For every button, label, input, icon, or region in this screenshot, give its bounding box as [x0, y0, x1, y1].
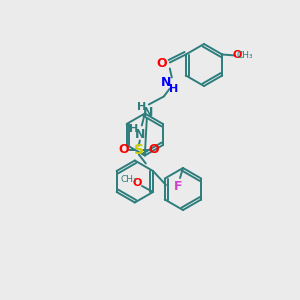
Text: O: O: [148, 143, 159, 156]
Text: N: N: [135, 128, 145, 141]
Text: O: O: [157, 57, 167, 70]
Text: F: F: [174, 179, 182, 193]
Text: H: H: [129, 124, 138, 134]
Text: O: O: [232, 50, 242, 61]
Text: H: H: [137, 101, 146, 112]
Text: CH₃: CH₃: [121, 175, 137, 184]
Text: CH₃: CH₃: [237, 51, 253, 60]
Text: S: S: [134, 142, 144, 157]
Text: O: O: [118, 143, 129, 156]
Text: N: N: [160, 76, 171, 89]
Text: N: N: [142, 106, 153, 119]
Text: H: H: [169, 83, 178, 94]
Text: O: O: [132, 178, 142, 188]
